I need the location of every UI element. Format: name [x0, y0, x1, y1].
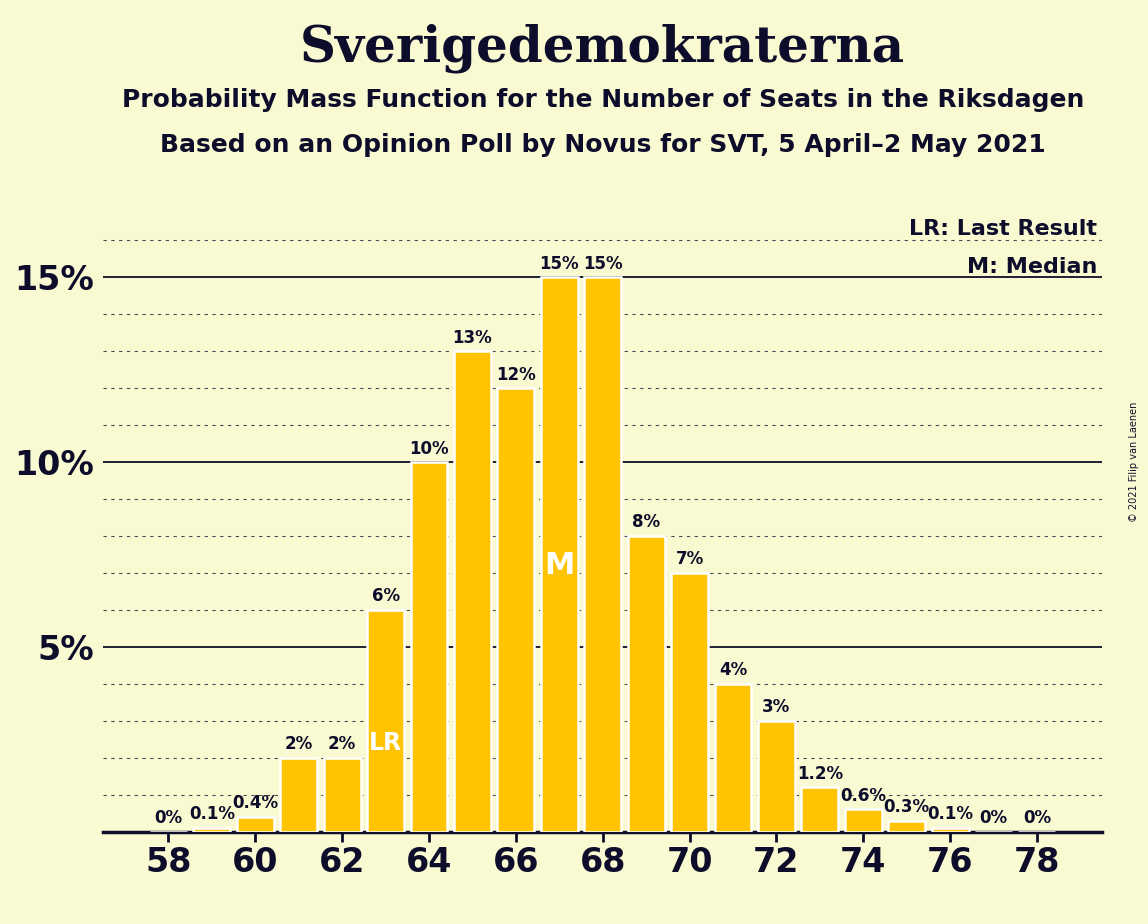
Text: 0%: 0% [979, 809, 1008, 827]
Text: Probability Mass Function for the Number of Seats in the Riksdagen: Probability Mass Function for the Number… [122, 88, 1084, 112]
Bar [845, 809, 882, 832]
Text: 0.1%: 0.1% [928, 806, 974, 823]
Text: M: M [544, 551, 574, 580]
Text: 0%: 0% [1023, 809, 1052, 827]
Text: 3%: 3% [762, 699, 791, 716]
Text: LR: LR [369, 731, 402, 755]
Text: 15%: 15% [583, 255, 622, 273]
Bar [193, 828, 231, 832]
Text: 13%: 13% [452, 329, 492, 346]
Bar [497, 388, 534, 832]
Text: M: Median: M: Median [967, 257, 1097, 276]
Bar [889, 821, 925, 832]
Text: 7%: 7% [675, 551, 704, 568]
Text: 6%: 6% [372, 588, 400, 605]
Text: 0.6%: 0.6% [840, 787, 886, 805]
Text: LR: Last Result: LR: Last Result [909, 219, 1097, 239]
Bar [672, 573, 708, 832]
Bar [236, 817, 273, 832]
Text: 1.2%: 1.2% [797, 765, 843, 783]
Bar [280, 758, 317, 832]
Text: 12%: 12% [496, 366, 536, 383]
Text: 4%: 4% [719, 662, 747, 679]
Text: 0%: 0% [154, 809, 183, 827]
Text: 2%: 2% [328, 736, 356, 753]
Bar [714, 684, 752, 832]
Text: Sverigedemokraterna: Sverigedemokraterna [300, 23, 906, 73]
Text: Based on an Opinion Poll by Novus for SVT, 5 April–2 May 2021: Based on an Opinion Poll by Novus for SV… [160, 133, 1046, 157]
Bar [584, 277, 621, 832]
Text: 8%: 8% [633, 514, 660, 531]
Text: 0.1%: 0.1% [189, 806, 235, 823]
Text: 0.3%: 0.3% [884, 798, 930, 816]
Bar [758, 721, 794, 832]
Bar [628, 536, 665, 832]
Bar [367, 610, 404, 832]
Bar [932, 828, 969, 832]
Text: 2%: 2% [285, 736, 313, 753]
Text: 15%: 15% [540, 255, 579, 273]
Bar [801, 787, 838, 832]
Bar [411, 462, 448, 832]
Bar [324, 758, 360, 832]
Bar [453, 351, 491, 832]
Text: 10%: 10% [409, 440, 449, 457]
Text: 0.4%: 0.4% [232, 795, 278, 812]
Text: © 2021 Filip van Laenen: © 2021 Filip van Laenen [1130, 402, 1139, 522]
Bar [541, 277, 577, 832]
